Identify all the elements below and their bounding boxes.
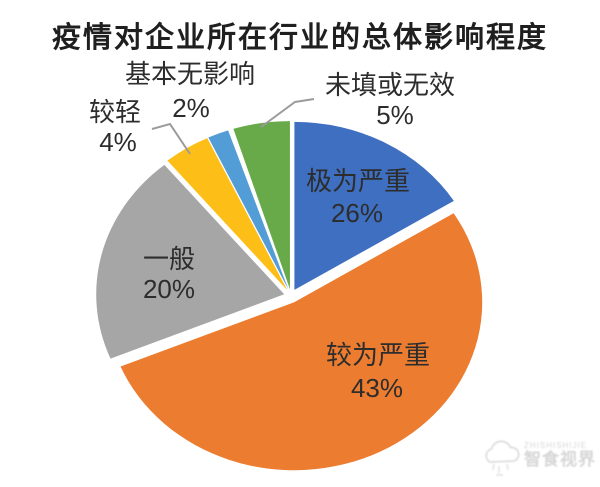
watermark-subtext: ZHISHISHIJIE — [524, 441, 588, 451]
slice-pct-light: 4% — [99, 127, 137, 157]
slice-label-light: 较轻 — [88, 97, 142, 127]
slice-label-moderate: 一般 — [142, 244, 196, 274]
leader-line-较轻 — [151, 122, 191, 155]
pie-slice-一般 — [96, 164, 285, 359]
leader-line-未填或无效 — [260, 98, 315, 128]
slice-label-fairly-severe: 较为严重 — [325, 340, 431, 370]
slice-label-extremely-severe: 极为严重 — [305, 166, 411, 196]
cloud-logo-icon — [485, 440, 520, 476]
slice-pct-extremely-severe: 26% — [330, 198, 384, 228]
slice-pct-no-impact: 2% — [172, 93, 210, 123]
slice-pct-moderate: 20% — [142, 274, 196, 304]
slice-label-unfilled: 未填或无效 — [324, 70, 456, 100]
pie-slice-基本无影响 — [208, 130, 289, 290]
slice-label-no-impact: 基本无影响 — [124, 59, 256, 89]
watermark-text: 智食视界 — [524, 450, 596, 470]
pie-slice-未填或无效 — [233, 121, 290, 290]
pie-slice-极为严重 — [294, 121, 454, 290]
pie-slice-较为严重 — [120, 213, 483, 471]
slice-pct-unfilled: 5% — [376, 100, 414, 130]
watermark: ZHISHISHIJIE 智食视界 — [482, 435, 596, 477]
chart-title: 疫情对企业所在行业的总体影响程度 — [51, 22, 548, 54]
slice-pct-fairly-severe: 43% — [350, 373, 404, 403]
pie-slice-较轻 — [167, 138, 288, 291]
